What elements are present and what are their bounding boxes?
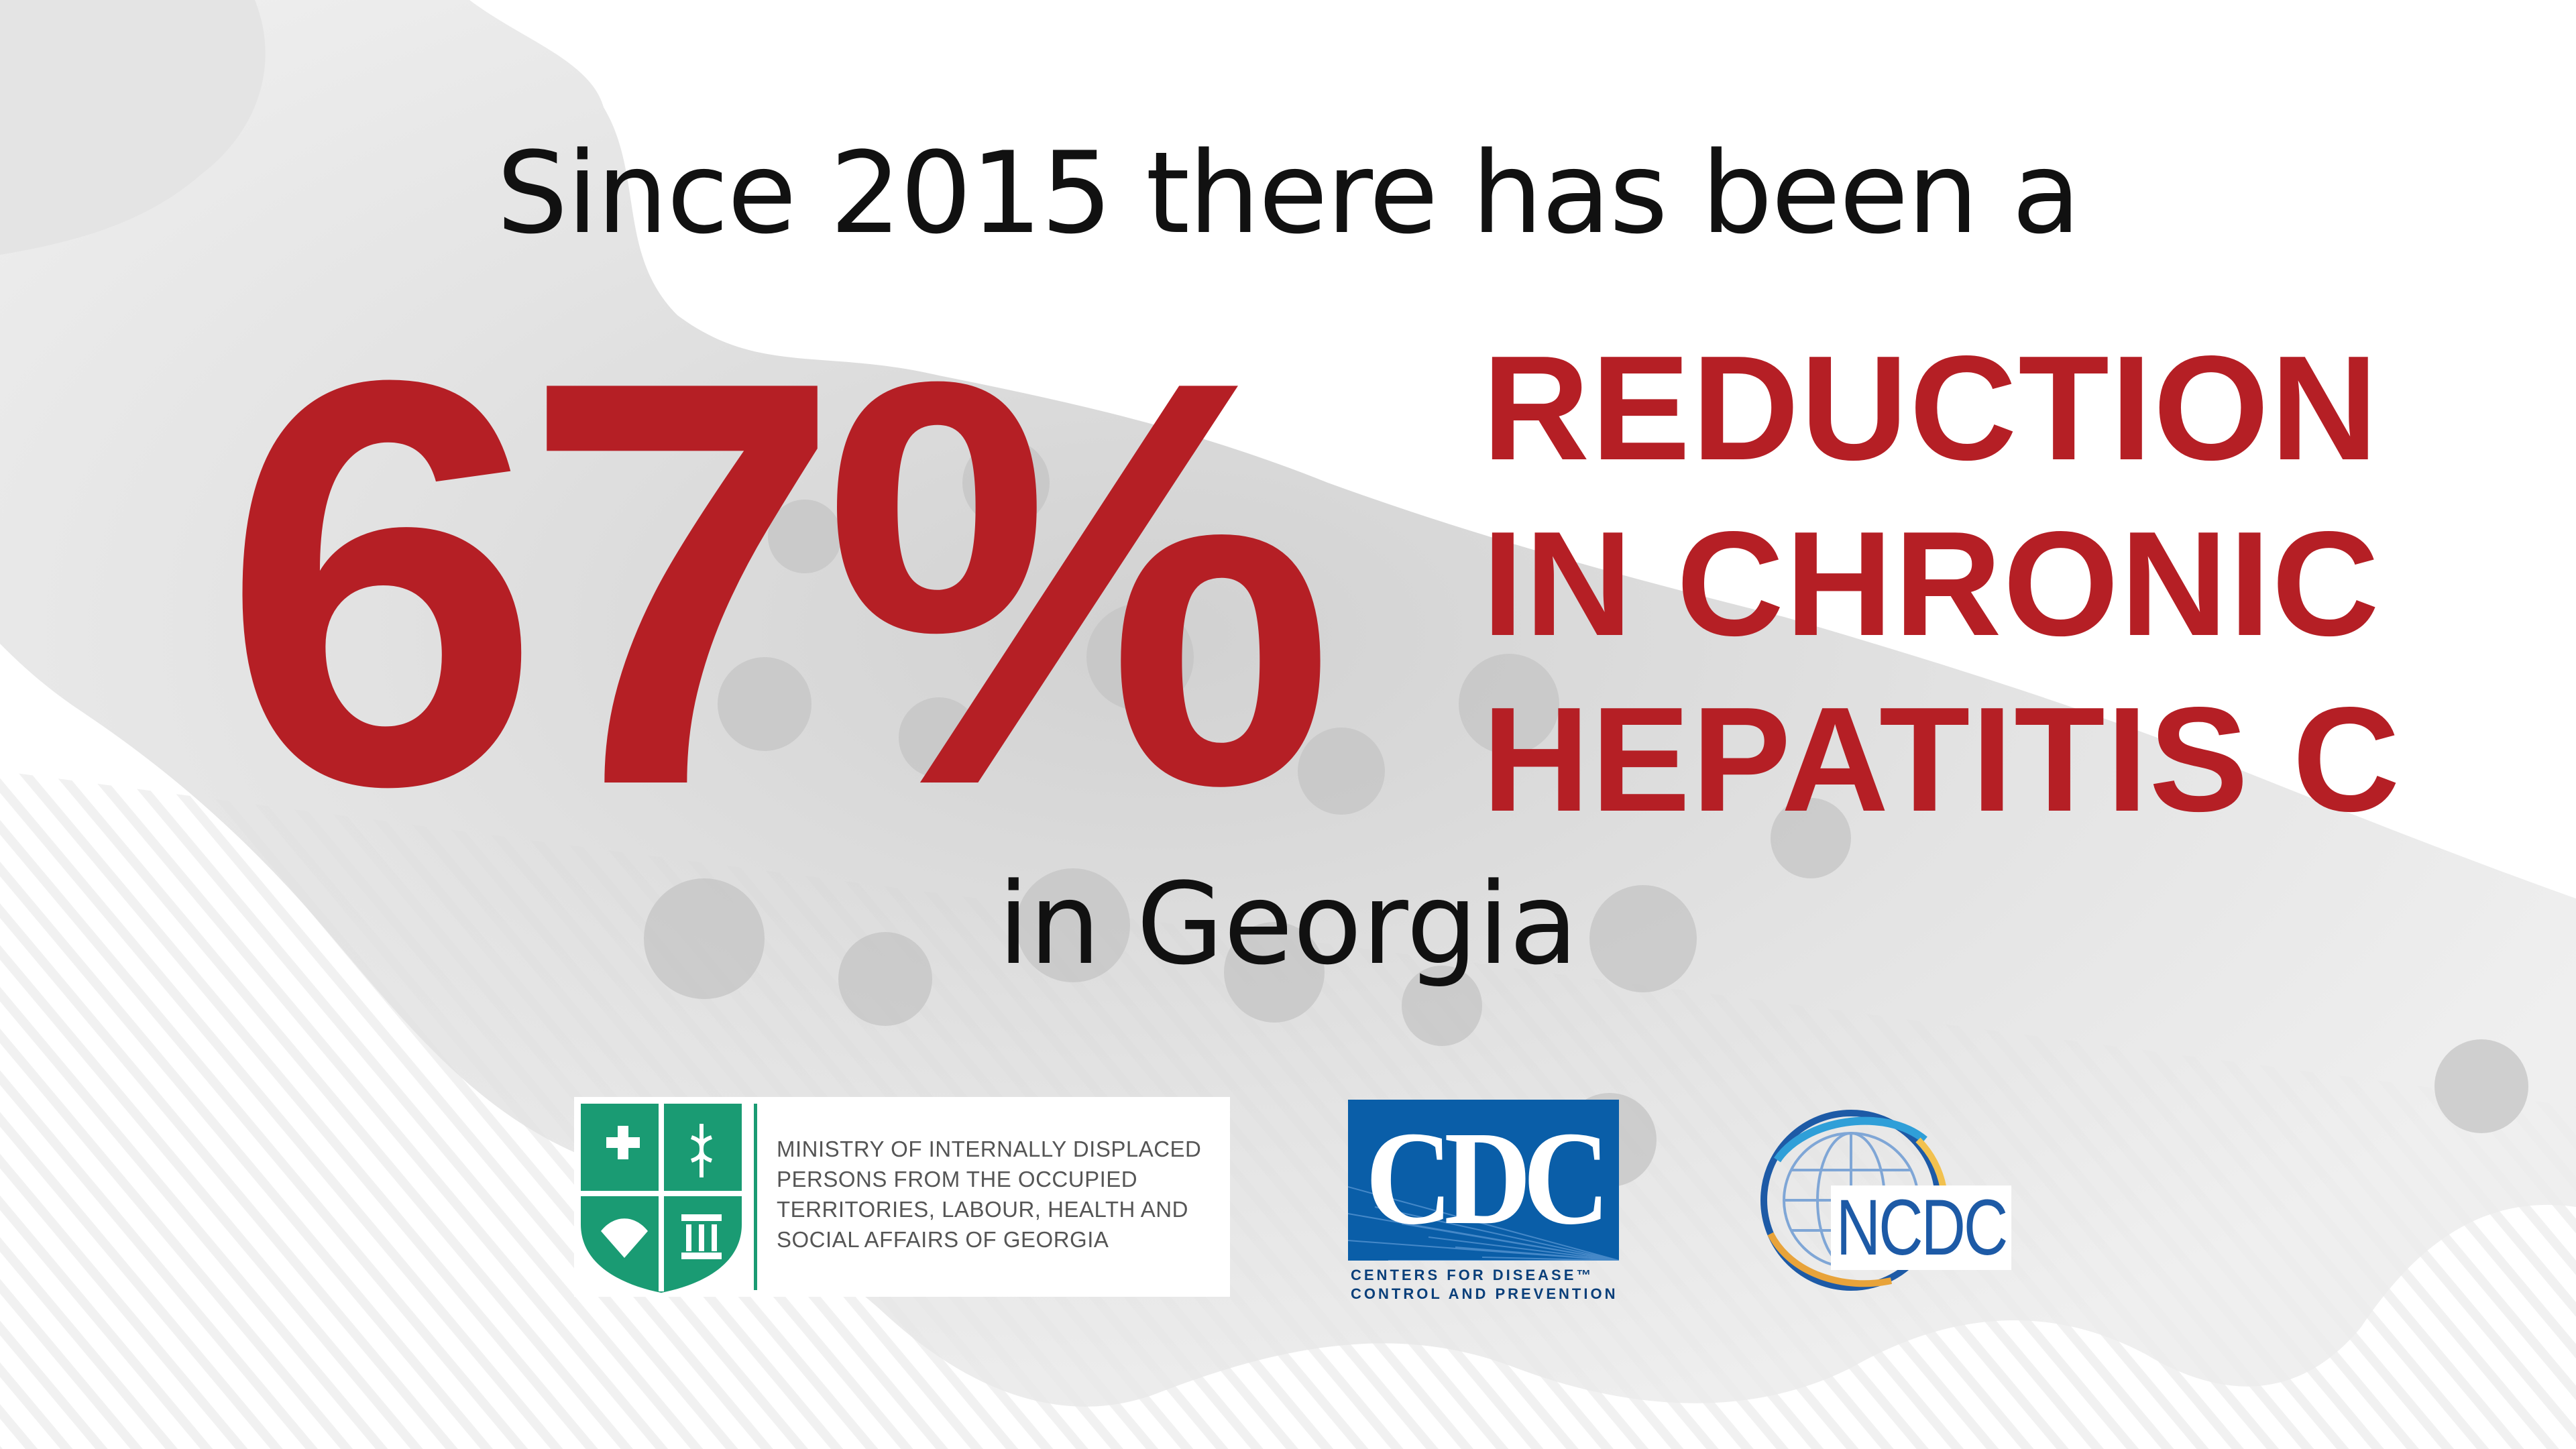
ministry-shield-icon — [581, 1104, 742, 1293]
reduction-description: REDUCTION IN CHRONIC HEPATITIS C — [1482, 321, 2401, 848]
cdc-logo: CDC Centers for Disease™ Control and Pre… — [1348, 1100, 1630, 1308]
ministry-logo: MINISTRY OF INTERNALLY DISPLACED PERSONS… — [574, 1097, 1230, 1297]
ncdc-logo: NCDC — [1750, 1100, 2012, 1301]
ministry-name-line: PERSONS FROM THE OCCUPIED — [777, 1167, 1138, 1192]
ministry-name-line: TERRITORIES, LABOUR, HEALTH AND — [777, 1197, 1188, 1222]
reduction-percentage: 67% — [221, 261, 1335, 905]
location-text: in Georgia — [997, 858, 1579, 990]
headline-text: Since 2015 there has been a — [496, 127, 2080, 259]
cdc-full-name: Centers for Disease™ Control and Prevent… — [1351, 1266, 1626, 1303]
reduction-line-2: IN CHRONIC — [1482, 501, 2381, 667]
cdc-full-name-line: Centers for Disease™ — [1351, 1267, 1594, 1283]
ministry-name-line: MINISTRY OF INTERNALLY DISPLACED — [777, 1137, 1202, 1161]
cdc-letters: CDC — [1365, 1104, 1610, 1253]
reduction-line-3: HEPATITIS C — [1482, 677, 2402, 843]
ministry-name-line: SOCIAL AFFAIRS OF GEORGIA — [777, 1227, 1109, 1252]
ministry-name: MINISTRY OF INTERNALLY DISPLACED PERSONS… — [777, 1134, 1201, 1255]
cdc-full-name-line: Control and Prevention — [1351, 1285, 1618, 1302]
reduction-line-1: REDUCTION — [1482, 325, 2379, 491]
cdc-logo-box: CDC — [1348, 1100, 1619, 1261]
cdc-rays-graphic — [1348, 1186, 1619, 1261]
ncdc-letters: NCDC — [1831, 1185, 2012, 1270]
ministry-divider — [754, 1104, 757, 1290]
